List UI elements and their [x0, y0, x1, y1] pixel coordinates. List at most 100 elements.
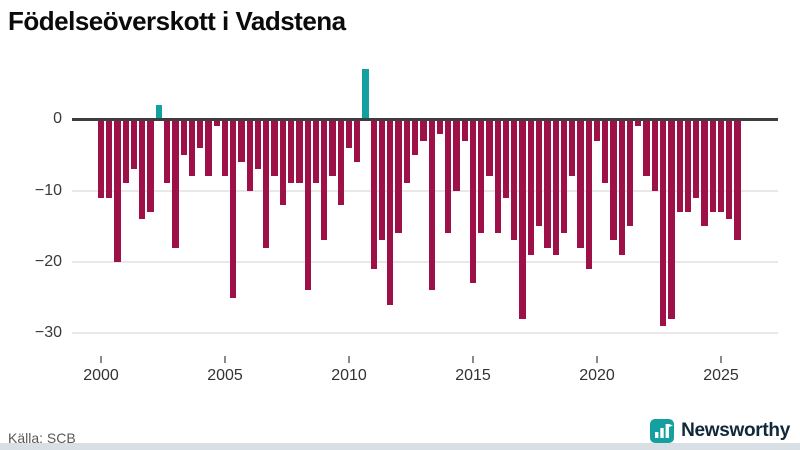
bar-2004-p2: [205, 119, 212, 177]
bar-2009-p3: [337, 119, 344, 205]
x-axis-label-2010: 2010: [331, 367, 367, 384]
bar-2016-p3: [511, 119, 518, 241]
bar-2013-p3: [436, 119, 444, 134]
bar-2022-p2: [651, 119, 659, 191]
bar-2006-p1: [246, 119, 253, 191]
y-axis-label--30: −30: [34, 324, 62, 342]
x-tick-2025: [720, 356, 722, 363]
bar-2000-p1: [97, 119, 105, 198]
bar-2007-p2: [279, 119, 287, 205]
bar-2019-p3: [585, 119, 592, 269]
bar-2008-p2: [304, 119, 311, 291]
bar-2020-p3: [610, 119, 617, 241]
bar-2018-p3: [560, 119, 568, 234]
bar-2021-p2: [626, 119, 634, 227]
bar-2017-p3: [535, 119, 543, 227]
bar-2001-p3: [139, 119, 146, 220]
y-axis-label--20: −20: [34, 252, 62, 270]
bar-2024-p3: [709, 119, 716, 212]
newsworthy-logo[interactable]: Newsworthy: [650, 417, 790, 445]
newsworthy-logo-text: Newsworthy: [681, 420, 790, 441]
bar-2006-p2: [254, 119, 262, 170]
bar-2014-p2: [453, 119, 460, 191]
bar-2025-p3: [734, 119, 741, 241]
bar-2025-p1: [717, 119, 725, 212]
bar-2022-p3: [659, 119, 667, 327]
bar-2020-p2: [602, 119, 609, 184]
bar-2007-p1: [271, 119, 278, 177]
bar-2020-p1: [593, 119, 601, 141]
bar-2010-p3: [362, 69, 369, 120]
bar-2011-p1: [370, 119, 377, 269]
page-title: Födelseöverskott i Vadstena: [8, 6, 346, 36]
x-axis-label-2005: 2005: [207, 367, 243, 384]
y-axis-label--10: −10: [34, 181, 62, 199]
newsworthy-logo-icon: [650, 419, 675, 443]
bar-2005-p1: [221, 119, 229, 177]
bar-2023-p2: [676, 119, 683, 212]
bar-2006-p3: [263, 119, 270, 248]
bar-2018-p1: [544, 119, 551, 248]
bar-2012-p2: [403, 119, 411, 184]
gridline--20: [72, 260, 778, 263]
x-axis-label-2015: 2015: [455, 367, 491, 384]
x-tick-2020: [596, 356, 598, 363]
y-axis-label-0: 0: [53, 110, 62, 128]
x-axis-label-2000: 2000: [83, 367, 119, 384]
bar-2017-p2: [527, 119, 535, 255]
bar-2015-p3: [486, 119, 493, 177]
bar-2025-p2: [726, 119, 733, 220]
bar-2021-p3: [635, 119, 642, 127]
bar-2024-p2: [701, 119, 708, 227]
bar-2008-p1: [296, 119, 303, 184]
bar-2018-p2: [552, 119, 559, 255]
bar-2002-p2: [155, 105, 163, 120]
zero-axis-line: [72, 117, 778, 121]
bar-2001-p1: [122, 119, 129, 184]
gridline--30: [72, 332, 778, 335]
bar-2015-p2: [478, 119, 485, 234]
bar-2024-p1: [693, 119, 700, 198]
bar-2009-p2: [329, 119, 336, 177]
bar-2017-p1: [519, 119, 526, 319]
bar-2019-p1: [569, 119, 576, 177]
bar-2001-p2: [130, 119, 138, 170]
bar-2004-p3: [213, 119, 220, 127]
bar-2013-p2: [428, 119, 435, 291]
bar-2014-p1: [445, 119, 452, 234]
bar-2012-p3: [411, 119, 419, 155]
bar-2012-p1: [395, 119, 402, 234]
bar-2002-p1: [147, 119, 154, 212]
x-tick-2010: [348, 356, 350, 363]
source-note: Källa: SCB: [8, 430, 76, 446]
bar-2007-p3: [287, 119, 295, 184]
bar-2013-p1: [420, 119, 427, 141]
bar-2003-p2: [180, 119, 187, 155]
bar-2003-p1: [172, 119, 179, 248]
bar-2016-p2: [502, 119, 510, 198]
bar-2023-p3: [684, 119, 692, 212]
gridline--10: [72, 189, 778, 192]
bar-2019-p2: [577, 119, 584, 248]
bar-2022-p1: [643, 119, 650, 177]
bar-2021-p1: [618, 119, 625, 255]
bar-2009-p1: [321, 119, 328, 241]
bar-2015-p1: [469, 119, 477, 284]
x-tick-2005: [224, 356, 226, 363]
bar-2014-p3: [461, 119, 468, 141]
bar-2023-p1: [668, 119, 675, 319]
x-tick-2015: [472, 356, 474, 363]
x-axis-label-2020: 2020: [579, 367, 615, 384]
bar-2010-p1: [345, 119, 353, 148]
bar-2011-p2: [378, 119, 386, 241]
bar-2000-p3: [114, 119, 121, 262]
bar-2011-p3: [387, 119, 394, 305]
bar-2003-p3: [188, 119, 196, 177]
bar-2004-p1: [197, 119, 204, 148]
bar-2016-p1: [494, 119, 501, 234]
bar-2005-p3: [238, 119, 245, 163]
bar-2008-p3: [312, 119, 320, 184]
x-tick-2000: [100, 356, 102, 363]
footer-strip: [0, 443, 800, 450]
